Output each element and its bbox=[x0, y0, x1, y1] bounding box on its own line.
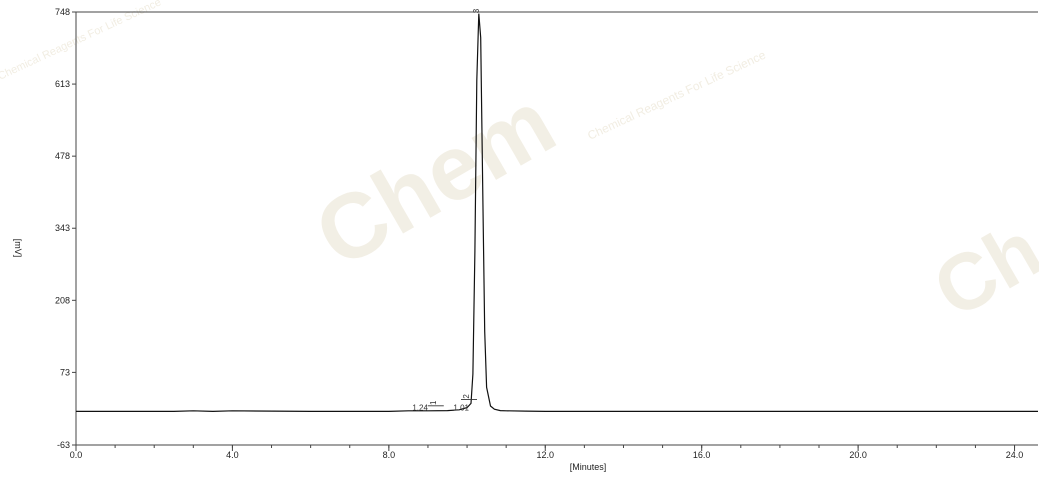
x-tick-label: 16.0 bbox=[693, 450, 711, 460]
x-axis-title: [Minutes] bbox=[570, 462, 607, 472]
y-tick-label: 343 bbox=[55, 223, 70, 233]
y-tick-label: 208 bbox=[55, 295, 70, 305]
x-tick-label: 4.0 bbox=[226, 450, 239, 460]
watermark-brand-right: Ch bbox=[919, 204, 1039, 334]
x-axis-ticks: 0.0 4.0 8.0 12.0 16.0 20.0 24.0 bbox=[70, 445, 1024, 460]
y-tick-label: 613 bbox=[55, 79, 70, 89]
watermark: Chem Chemical Reagents For Life Science … bbox=[0, 0, 1039, 335]
peak-annotations: 1 2 3 1.24 1.01 bbox=[412, 8, 480, 412]
y-tick-label: 748 bbox=[55, 7, 70, 17]
x-tick-label: 8.0 bbox=[383, 450, 396, 460]
peak-marker-label: 1.01 bbox=[453, 403, 469, 412]
chromatogram-line bbox=[76, 13, 1038, 413]
watermark-tagline: Chemical Reagents For Life Science bbox=[585, 48, 768, 143]
x-tick-label: 0.0 bbox=[70, 450, 83, 460]
y-axis-ticks: 748 613 478 343 208 73 -63 bbox=[55, 7, 76, 450]
peak-label: 1 bbox=[429, 400, 438, 405]
series-layer bbox=[76, 13, 1038, 413]
peak-label: 2 bbox=[462, 394, 471, 399]
peak-label: 3 bbox=[472, 8, 481, 13]
watermark-brand: Chem bbox=[299, 71, 571, 287]
x-tick-label: 20.0 bbox=[849, 450, 867, 460]
x-tick-label: 24.0 bbox=[1006, 450, 1024, 460]
y-tick-label: 478 bbox=[55, 151, 70, 161]
peak-marker-label: 1.24 bbox=[412, 403, 428, 412]
y-tick-label: 73 bbox=[60, 367, 70, 377]
x-tick-label: 12.0 bbox=[537, 450, 555, 460]
y-axis-title: [mV] bbox=[13, 239, 23, 258]
y-tick-label: -63 bbox=[57, 440, 70, 450]
